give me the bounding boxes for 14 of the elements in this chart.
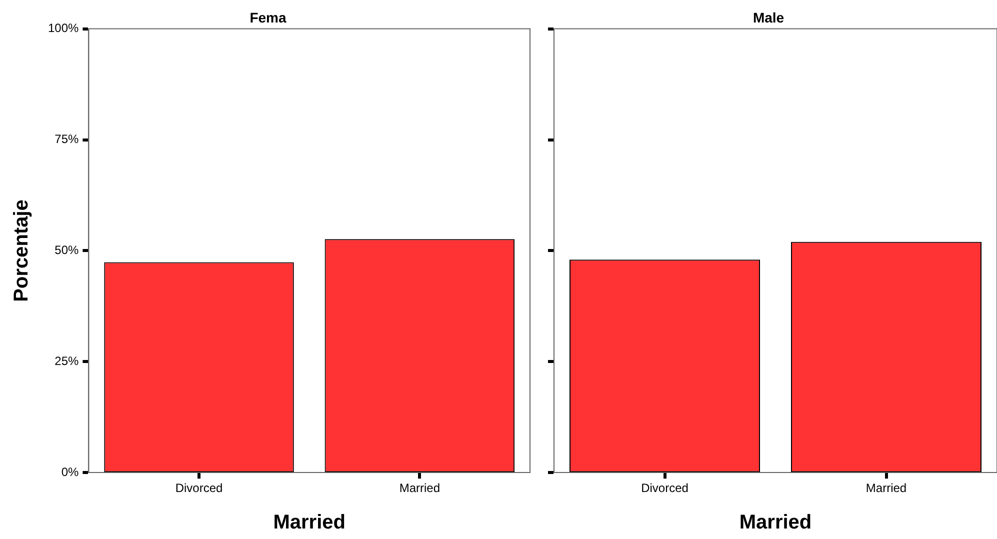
x-tick-label: Married	[866, 481, 907, 496]
y-tick-label: 25%	[54, 354, 80, 368]
chart-title: Fema	[250, 9, 286, 26]
y-tick-label: 50%	[54, 243, 80, 258]
x-tick-label: Divorced	[175, 481, 223, 496]
x-tick-label: Married	[399, 481, 440, 496]
y-tick-label: 100%	[48, 21, 80, 36]
x-tick-label: Divorced	[641, 481, 688, 496]
chart-title: Male	[752, 9, 784, 26]
y-tick-label: 0%	[61, 464, 80, 479]
y-tick-label: 75%	[54, 132, 80, 146]
y-axis-title: Porcentaje	[10, 200, 33, 302]
x-axis-title: Married	[739, 512, 812, 534]
x-axis-title: Married	[273, 512, 346, 534]
